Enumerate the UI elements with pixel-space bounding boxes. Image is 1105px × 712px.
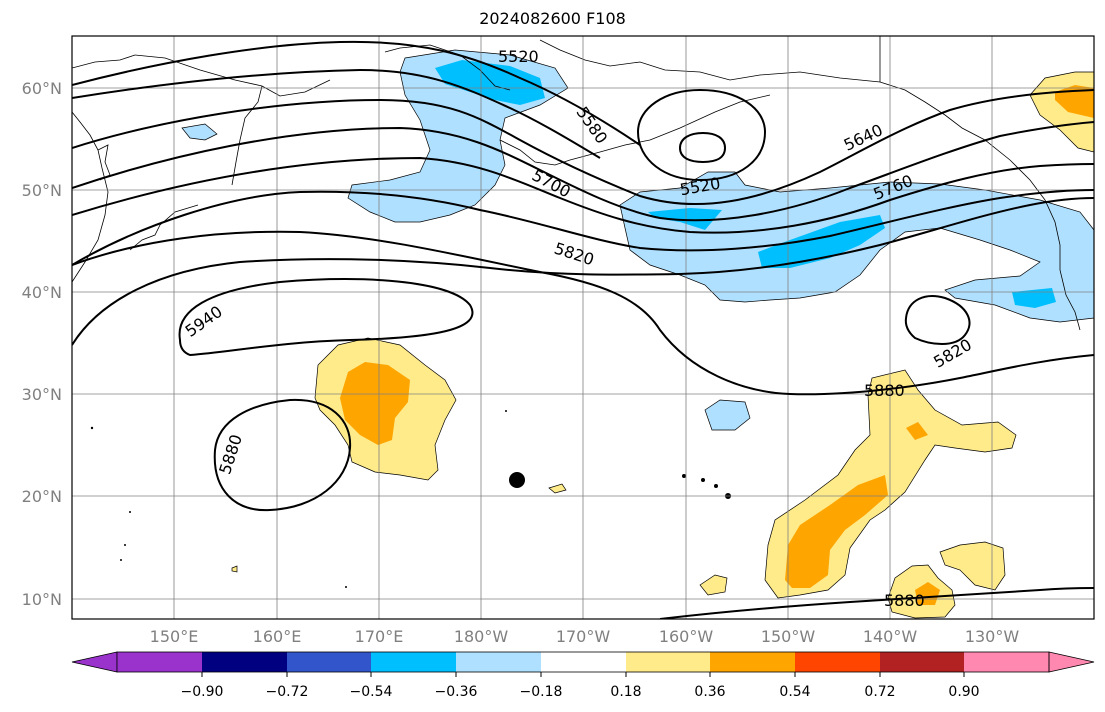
colorbar-tick-label: −0.36 [435, 684, 478, 700]
colorbar-frame [116, 651, 1050, 673]
colorbar-segment-10 [880, 652, 964, 672]
contour-label-5520-top: 5520 [498, 47, 539, 66]
colorbar-segment-8 [710, 652, 795, 672]
colorbar-tick-label: 0.90 [948, 684, 979, 700]
coastlines [72, 36, 1081, 331]
colorbar-segment-3 [287, 652, 371, 672]
lat-label-10n: 10°N [22, 590, 62, 609]
contour-label-5820-main: 5820 [552, 239, 597, 270]
lat-label-40n: 40°N [22, 283, 62, 302]
lon-label-150w: 150°W [761, 627, 816, 646]
height-contours [72, 40, 1094, 619]
colorbar-tick-label: 0.72 [864, 684, 895, 700]
longitude-labels: 150°E 160°E 170°E 180°W 170°W 160°W 150°… [150, 627, 1020, 646]
colorbar-segment-11 [964, 652, 1049, 672]
lon-label-130w: 130°W [965, 627, 1020, 646]
lon-label-160w: 160°W [659, 627, 714, 646]
contour-labels: 5520 5580 5520 5640 5700 5760 5820 5940 … [182, 47, 975, 610]
map-title: 2024082600 F108 [479, 9, 626, 28]
contour-label-5880-west: 5880 [215, 432, 246, 477]
negative-anomaly-strong [435, 60, 1056, 308]
lat-label-60n: 60°N [22, 79, 62, 98]
colorbar-max-extension [1048, 651, 1095, 673]
colorbar-tick-label: −0.18 [520, 684, 563, 700]
lat-label-50n: 50°N [22, 181, 62, 200]
contour-label-5880-east: 5880 [864, 381, 905, 400]
contour-label-5880-south: 5880 [884, 591, 925, 610]
lon-label-180w: 180°W [454, 627, 509, 646]
lon-label-160e: 160°E [253, 627, 302, 646]
colorbar-ticks [201, 672, 965, 677]
colorbar-tick-label: −0.90 [181, 684, 224, 700]
lon-label-150e: 150°E [150, 627, 199, 646]
colorbar-segment-7 [626, 652, 710, 672]
colorbar-tick-label: −0.72 [266, 684, 309, 700]
storm-position-marker [509, 472, 525, 488]
colorbar-min-extension [71, 651, 118, 673]
lon-label-170e: 170°E [355, 627, 404, 646]
lat-label-20n: 20°N [22, 487, 62, 506]
colorbar-segment-6 [541, 652, 626, 672]
colorbar-segment-4 [371, 652, 456, 672]
colorbar-tick-label: −0.54 [350, 684, 393, 700]
colorbar-segment-1 [117, 652, 202, 672]
colorbar-segment-5 [456, 652, 541, 672]
contour-label-5700: 5700 [529, 165, 574, 201]
lat-label-30n: 30°N [22, 385, 62, 404]
contour-label-5820-east: 5820 [930, 335, 975, 372]
contour-label-5580: 5580 [572, 103, 611, 147]
lon-label-140w: 140°W [863, 627, 918, 646]
colorbar: −0.90 −0.72 −0.54 −0.36 −0.18 0.18 0.36 … [71, 651, 1095, 700]
contour-label-5940: 5940 [182, 302, 226, 341]
latitude-labels: 60°N 50°N 40°N 30°N 20°N 10°N [22, 79, 62, 609]
colorbar-segment-9 [795, 652, 880, 672]
lon-label-170w: 170°W [556, 627, 611, 646]
colorbar-segment-2 [202, 652, 287, 672]
map-frame [71, 35, 1095, 620]
colorbar-tick-label: 0.18 [610, 684, 641, 700]
colorbar-tick-label: 0.36 [694, 684, 725, 700]
map-area: 5520 5580 5520 5640 5700 5760 5820 5940 … [72, 36, 1094, 619]
colorbar-tick-label: 0.54 [779, 684, 810, 700]
